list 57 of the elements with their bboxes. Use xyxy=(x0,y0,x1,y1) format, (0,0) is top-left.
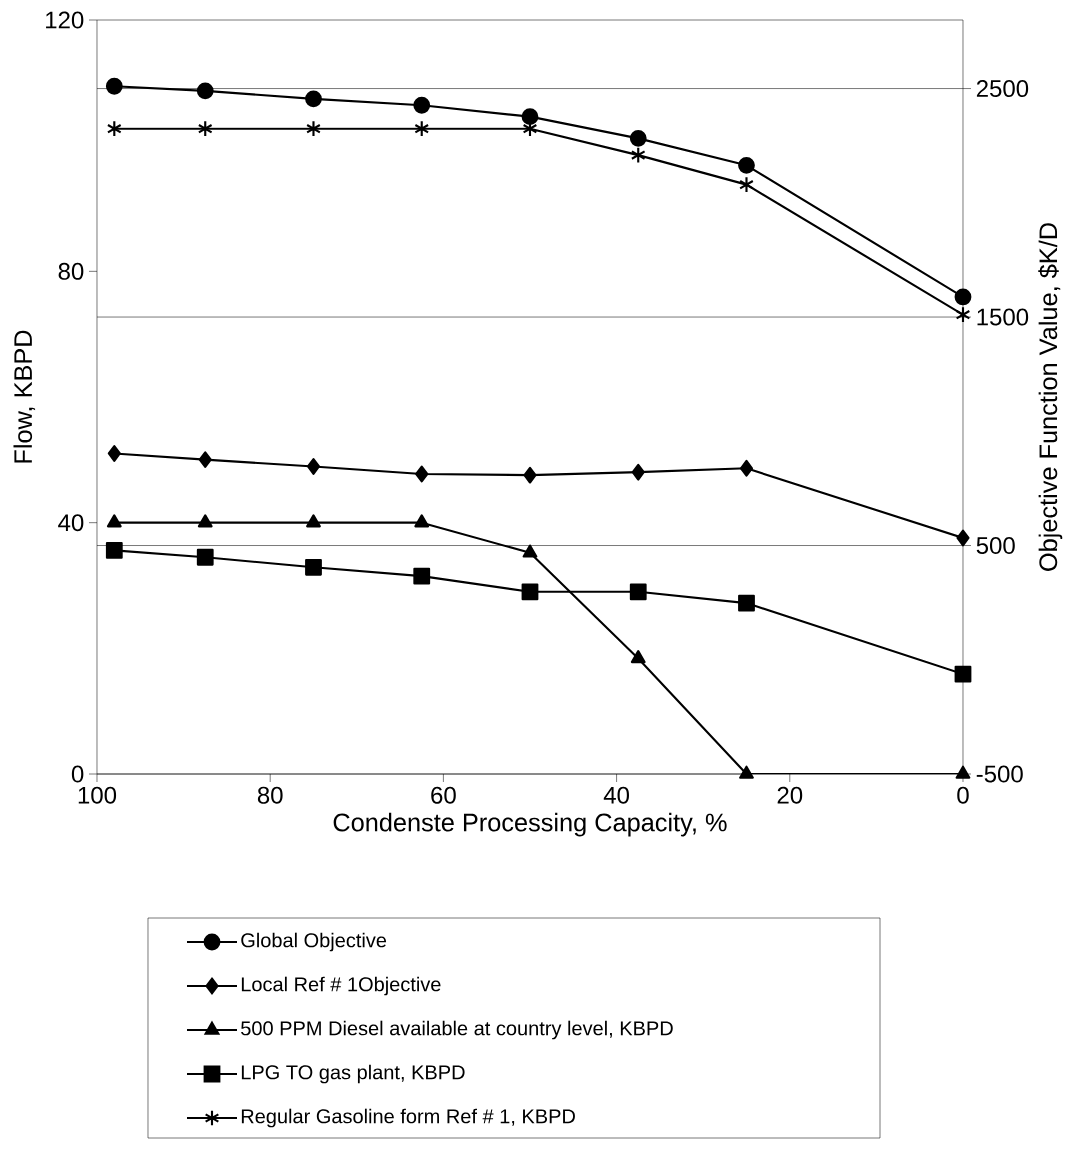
point xyxy=(196,548,214,566)
legend-label: LPG TO gas plant, KBPD xyxy=(241,1064,465,1084)
point xyxy=(197,120,213,138)
point xyxy=(305,90,322,108)
y2-tick-label: 1500 xyxy=(977,308,1029,326)
y-tick-label: 80 xyxy=(58,262,84,280)
point xyxy=(197,514,213,528)
point xyxy=(739,176,754,194)
y2-tick-label: 500 xyxy=(976,537,1015,555)
point xyxy=(630,146,646,164)
point xyxy=(629,583,647,601)
point xyxy=(414,120,430,138)
point xyxy=(306,514,321,528)
point xyxy=(106,120,122,138)
x-tick-label: 20 xyxy=(777,786,803,804)
x-tick-label: 100 xyxy=(78,786,117,804)
point xyxy=(521,583,539,601)
point xyxy=(415,465,429,483)
point xyxy=(631,463,645,481)
point xyxy=(413,96,431,114)
x-tick-label: 60 xyxy=(431,786,456,804)
y2-tick-label: 2500 xyxy=(976,80,1029,98)
legend-label: 500 PPM Diesel available at country level, KBPD xyxy=(241,1020,673,1040)
y-tick-label: 0 xyxy=(71,765,84,783)
point xyxy=(738,594,755,612)
x-axis-title: Condenste Processing Capacity, % xyxy=(333,812,727,837)
point xyxy=(954,288,972,306)
point xyxy=(106,514,122,528)
point xyxy=(306,458,321,475)
y2-axis-title: Objective Function Value, $K/D xyxy=(1038,223,1063,571)
point xyxy=(629,129,647,147)
legend-label: Global Objective xyxy=(241,932,387,952)
point xyxy=(523,466,537,484)
point xyxy=(521,108,539,126)
point xyxy=(738,156,755,174)
point xyxy=(105,77,123,95)
point xyxy=(630,649,646,664)
y-tick-label: 40 xyxy=(58,514,84,532)
y-axis-title: Flow, KBPD xyxy=(13,330,36,463)
point xyxy=(105,541,123,559)
point xyxy=(107,445,121,462)
legend-label: Regular Gasoline form Ref # 1, KBPD xyxy=(241,1108,575,1128)
point xyxy=(306,120,321,138)
x-tick-label: 0 xyxy=(957,786,969,804)
point xyxy=(414,514,430,528)
point xyxy=(739,459,754,477)
point xyxy=(198,451,212,469)
legend-label: Local Ref # 1Objective xyxy=(241,976,441,996)
x-tick-label: 40 xyxy=(603,786,630,804)
point xyxy=(956,529,970,547)
y2-tick-label: -500 xyxy=(976,765,1023,783)
y-tick-label: 120 xyxy=(46,11,84,29)
x-tick-label: 80 xyxy=(257,786,283,804)
point xyxy=(196,82,214,100)
point xyxy=(413,567,431,585)
point xyxy=(305,558,322,576)
point xyxy=(522,544,538,558)
